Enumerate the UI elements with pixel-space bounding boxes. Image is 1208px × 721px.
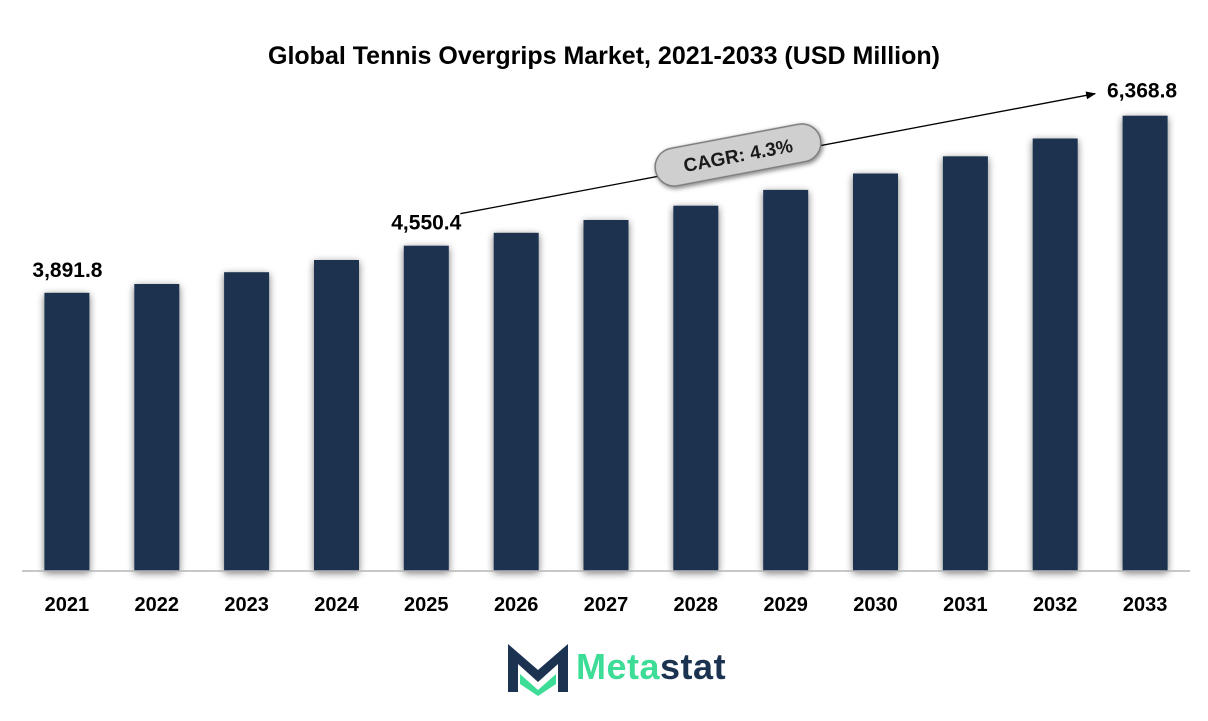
x-tick-label-2022: 2022 xyxy=(135,594,180,616)
x-tick-label-2028: 2028 xyxy=(674,594,719,616)
bar-2030 xyxy=(853,173,898,571)
cagr-badge: CAGR: 4.3% xyxy=(654,123,822,187)
x-tick-label-2033: 2033 xyxy=(1123,594,1168,616)
x-tick-label-2031: 2031 xyxy=(943,594,988,616)
x-tick-label-2032: 2032 xyxy=(1033,594,1078,616)
metastat-logo-icon xyxy=(508,644,568,696)
bar-chart: 2021 2022 2023 2024 2025 2026 2027 2028 2029 2030… xyxy=(22,80,1190,616)
logo-text-stat: stat xyxy=(660,646,727,687)
bar-2023 xyxy=(224,272,270,571)
data-label-2025: 4,550.4 xyxy=(391,212,461,235)
data-label-2033: 6,368.8 xyxy=(1107,80,1177,103)
bar-2026 xyxy=(493,232,539,572)
bar-2024 xyxy=(314,260,359,571)
bar-2029 xyxy=(763,189,809,571)
bar-2022 xyxy=(134,284,180,571)
bar-2031 xyxy=(942,156,988,572)
bars-group xyxy=(44,115,1168,572)
cagr-annotation: CAGR: 4.3% xyxy=(460,91,1097,215)
x-tick-labels: 2021 2022 2023 2024 2025 2026 2027 2028 2029 2030… xyxy=(45,594,1168,616)
data-labels: 3,891.8 4,550.4 6,368.8 xyxy=(32,80,1177,282)
bar-2025 xyxy=(403,245,449,571)
chart-title: Global Tennis Overgrips Market, 2021-203… xyxy=(268,42,940,70)
x-tick-label-2029: 2029 xyxy=(763,594,808,616)
x-tick-label-2027: 2027 xyxy=(584,594,629,616)
bar-2033 xyxy=(1122,115,1168,571)
x-tick-label-2026: 2026 xyxy=(494,594,539,616)
metastat-logo: Metastat xyxy=(506,640,766,696)
x-tick-label-2021: 2021 xyxy=(45,594,90,616)
x-tick-label-2025: 2025 xyxy=(404,594,449,616)
data-label-2021: 3,891.8 xyxy=(32,259,102,282)
x-tick-label-2024: 2024 xyxy=(314,594,359,616)
x-tick-label-2023: 2023 xyxy=(224,594,269,616)
bar-2027 xyxy=(583,220,629,571)
bar-2032 xyxy=(1032,138,1078,571)
cagr-badge-background xyxy=(654,123,822,187)
x-tick-label-2030: 2030 xyxy=(853,594,898,616)
bar-2021 xyxy=(44,292,90,571)
bar-2028 xyxy=(673,205,719,571)
logo-text-meta: Meta xyxy=(576,646,661,687)
